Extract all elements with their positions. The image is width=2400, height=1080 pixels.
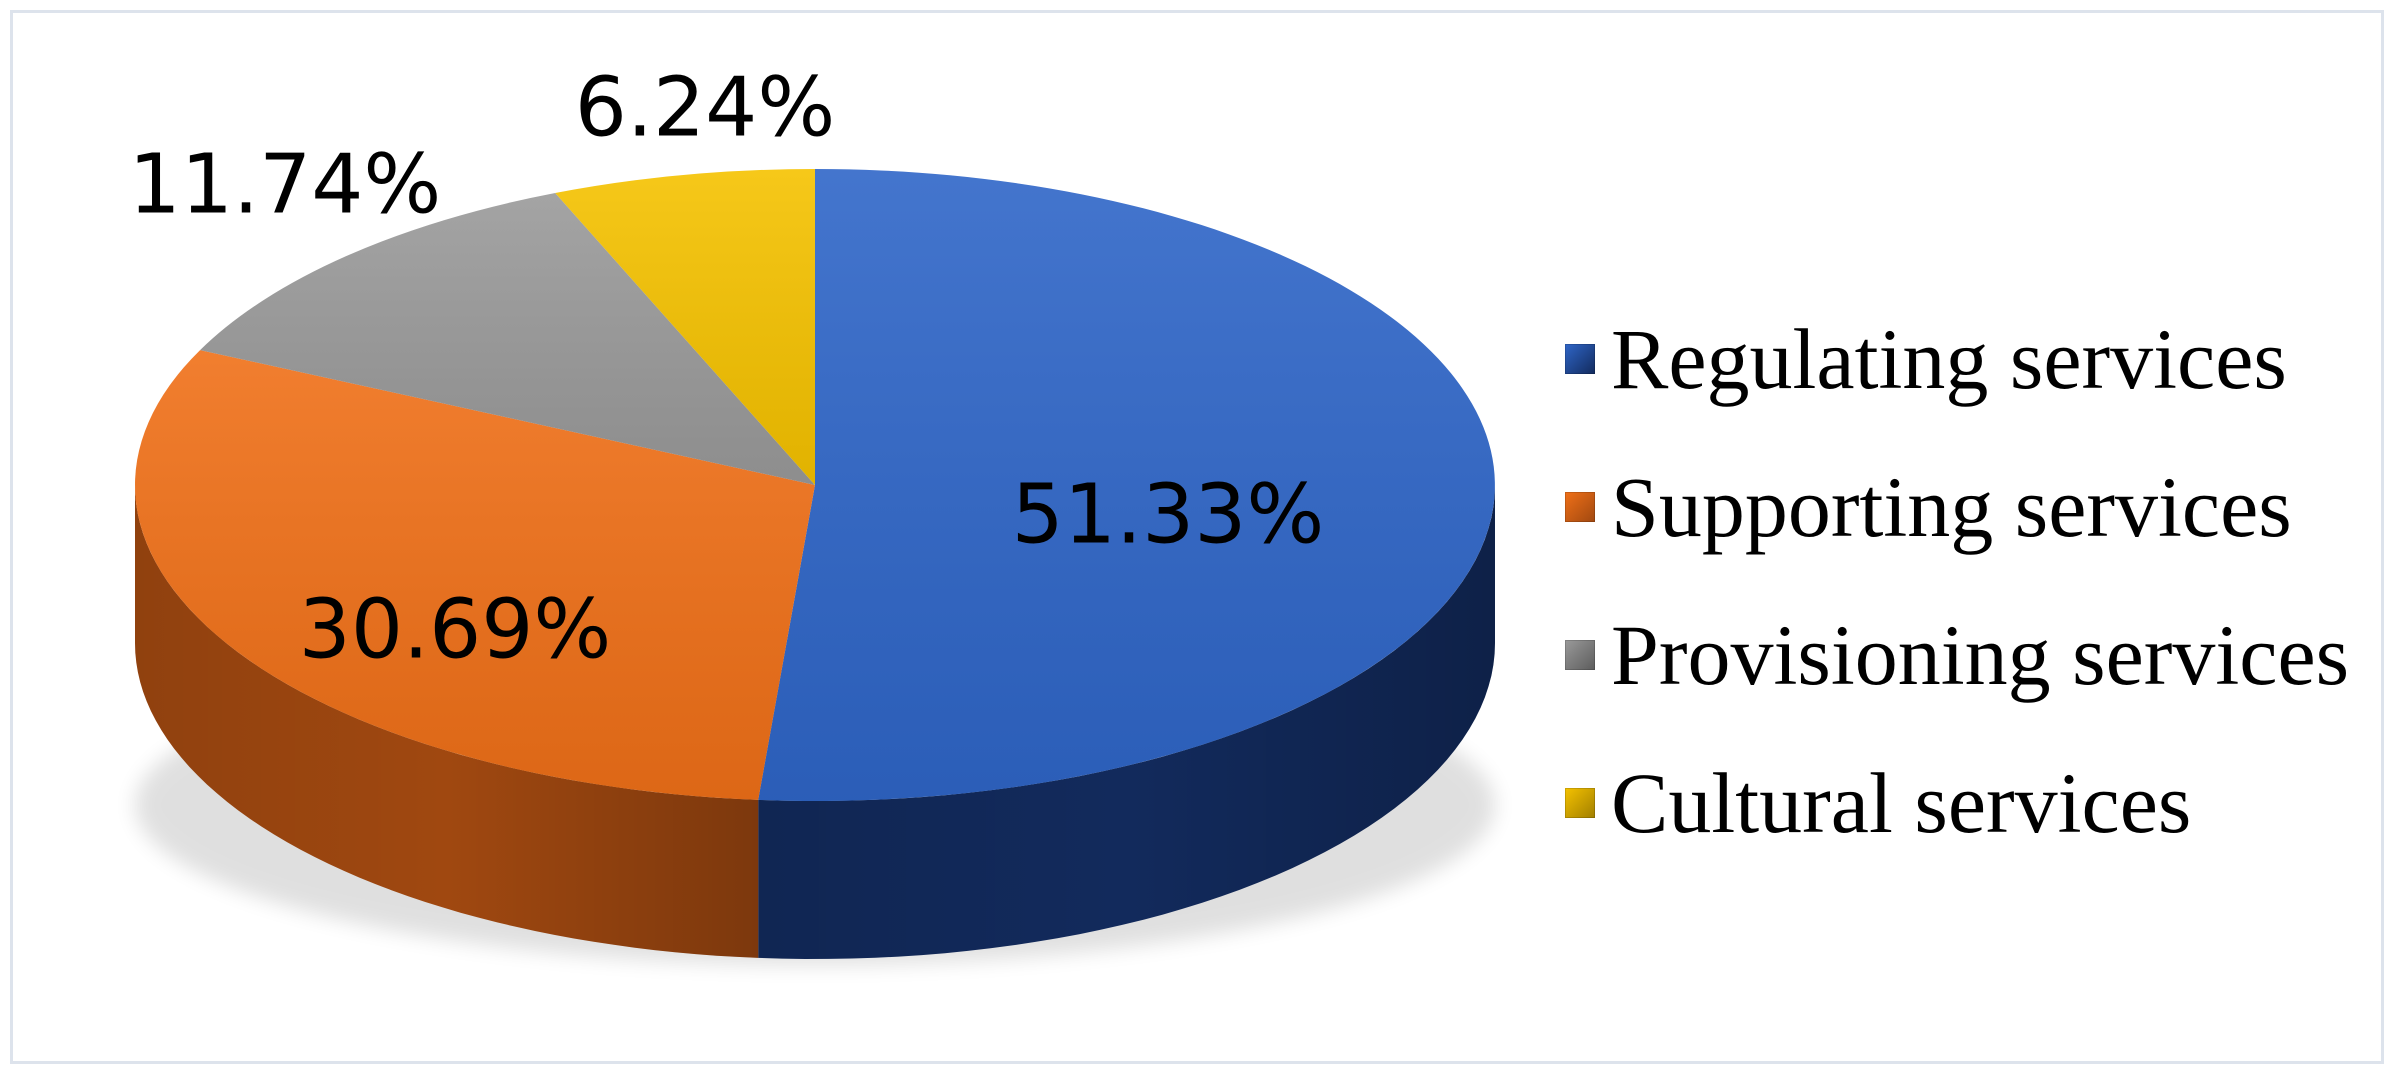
legend: Regulating services Supporting services Pr… (1565, 285, 2349, 877)
data-label-cultural-services: 6.24% (575, 61, 836, 156)
data-label-supporting-services: 30.69% (299, 583, 612, 678)
data-label-provisioning-services: 11.74% (129, 138, 442, 233)
legend-swatch (1565, 788, 1595, 818)
legend-item-cultural-services[interactable]: Cultural services (1565, 729, 2349, 877)
side-regulating-services-shade (758, 485, 1495, 959)
pie-labels: 51.33% 30.69% 11.74% 6.24% (129, 61, 1325, 678)
legend-label: Provisioning services (1611, 607, 2350, 703)
legend-label: Supporting services (1611, 459, 2292, 555)
side-supporting-services-shade (135, 485, 759, 958)
legend-item-regulating-services[interactable]: Regulating services (1565, 285, 2349, 433)
legend-label: Regulating services (1611, 311, 2287, 407)
legend-swatch (1565, 344, 1595, 374)
legend-swatch (1565, 492, 1595, 522)
pie-sides (135, 485, 1495, 959)
legend-item-supporting-services[interactable]: Supporting services (1565, 433, 2349, 581)
legend-item-provisioning-services[interactable]: Provisioning services (1565, 581, 2349, 729)
legend-label: Cultural services (1611, 755, 2192, 851)
data-label-regulating-services: 51.33% (1012, 468, 1325, 563)
legend-swatch (1565, 640, 1595, 670)
